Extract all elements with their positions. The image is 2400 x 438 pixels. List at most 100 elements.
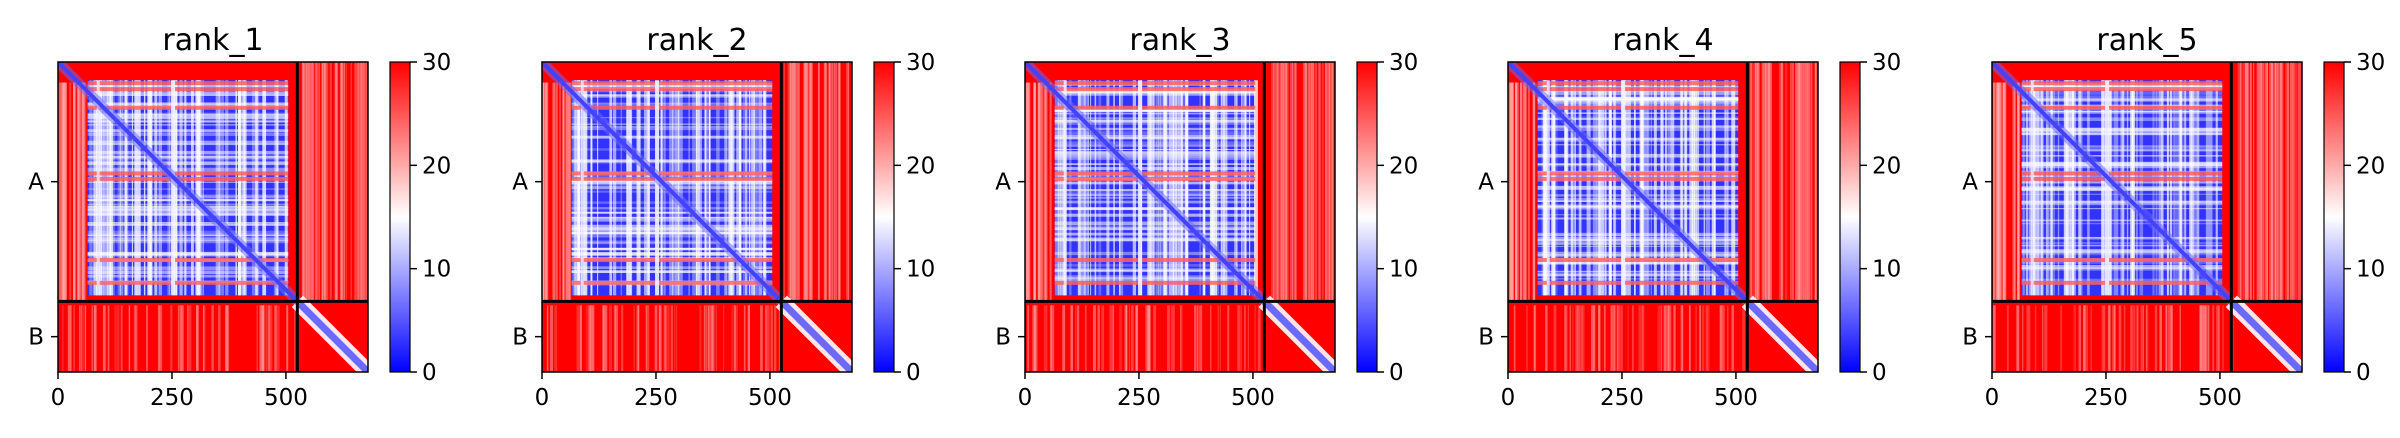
stripe-v — [1132, 80, 1136, 296]
block-b-a-streak — [659, 305, 661, 372]
block-b-a-streak — [614, 305, 618, 372]
stripe-h — [571, 148, 773, 151]
stripe-h — [87, 150, 289, 155]
stripe-h — [87, 102, 289, 106]
stripe-h — [1537, 261, 1739, 265]
block-b-a-streak — [1661, 305, 1663, 372]
block-b-a-streak — [2212, 305, 2214, 372]
block-a-b-streak — [1801, 62, 1805, 302]
block-a-b-streak — [1305, 62, 1308, 302]
axes-frame — [1991, 61, 2303, 373]
stripe-v — [98, 80, 103, 296]
frame-speckle — [565, 82, 568, 302]
block-b-a-streak — [1580, 305, 1583, 372]
stripe-h — [1537, 273, 1739, 277]
frame-speckle — [2013, 82, 2016, 302]
pae-panel-3: rank_3 0 250 500 A B 0 10 20 30 — [995, 23, 1418, 411]
block-b-a-streak — [654, 305, 658, 372]
block-b-a-streak — [2216, 305, 2219, 372]
block-b-a-streak — [1043, 305, 1047, 372]
block-a-b-streak — [324, 62, 327, 302]
block-a-b-streak — [836, 62, 838, 302]
block-b-a-streak — [1109, 305, 1112, 372]
frame-speckle — [74, 82, 77, 302]
stripe-v — [1083, 80, 1087, 296]
block-b-a-streak — [274, 305, 277, 372]
block-b-a-streak — [613, 305, 616, 372]
block-b-a-streak — [1180, 305, 1182, 372]
block-b-a-streak — [1049, 305, 1053, 372]
block-a-b-streak — [311, 62, 315, 302]
stripe-h — [2021, 95, 2223, 100]
stripe-h — [87, 230, 289, 235]
block-b-a-streak — [1525, 305, 1529, 372]
stripe-h — [571, 207, 773, 210]
band-h — [1054, 171, 1256, 176]
block-a-b-streak — [2257, 62, 2260, 302]
stripe-h — [87, 143, 289, 145]
block-b-a-streak — [1180, 305, 1183, 372]
block-a-b-streak — [359, 62, 362, 302]
heatmap-4 — [1508, 62, 1818, 372]
band-h — [571, 280, 773, 285]
block-b-a-streak — [1705, 305, 1708, 372]
stripe-h — [2021, 145, 2223, 148]
colorbar-tick-label: 30 — [1872, 50, 1901, 76]
block-b-a-streak — [1699, 305, 1701, 372]
block-a-b-streak — [361, 62, 364, 302]
block-b-a-streak — [1145, 305, 1148, 372]
y-tick-label: A — [995, 170, 1011, 196]
stripe-h — [1537, 254, 1739, 258]
block-a-b-streak — [345, 62, 348, 302]
block-b-a-streak — [2142, 305, 2144, 372]
frame-speckle — [69, 82, 72, 302]
block-b-a-streak — [1147, 305, 1151, 372]
block-b-a-streak — [2060, 305, 2063, 372]
y-tick-label: B — [1478, 325, 1494, 351]
block-b-a-streak — [73, 305, 75, 372]
stripe-h — [571, 270, 773, 273]
block-a-b-streak — [2240, 62, 2243, 302]
block-b-a-streak — [2090, 305, 2093, 372]
block-b-a-streak — [1673, 305, 1676, 372]
panel-title: rank_2 — [646, 23, 747, 58]
stripe-h — [2021, 132, 2223, 135]
block-a-b-streak — [795, 62, 798, 302]
stripe-v — [215, 80, 219, 296]
block-b-a-streak — [734, 305, 737, 372]
stripe-h — [2021, 237, 2223, 240]
frame-speckle — [1997, 82, 2000, 302]
block-b-a-streak — [114, 305, 117, 372]
x-tick-label: 250 — [634, 385, 678, 411]
stripe-h — [1054, 263, 1256, 267]
stripe-h — [2021, 278, 2223, 282]
stripe-h — [2021, 98, 2223, 101]
block-a-b-streak — [341, 62, 343, 302]
stripe-v — [1060, 80, 1065, 296]
block-a-b-streak — [1315, 62, 1317, 302]
stripe-v — [1057, 80, 1062, 296]
colorbar-tick-label: 0 — [906, 360, 921, 386]
block-a-b-streak — [838, 62, 841, 302]
stripe-h — [2021, 117, 2223, 122]
block-b-a-streak — [1168, 305, 1171, 372]
diagonal-b — [1744, 298, 1818, 372]
block-b-a-streak — [1198, 305, 1200, 372]
colorbar-tick-label: 10 — [906, 257, 935, 283]
block-a-b-streak — [1768, 62, 1772, 302]
stripe-v — [235, 80, 237, 296]
block-b-a-streak — [621, 305, 624, 372]
stripe-h — [1537, 254, 1739, 257]
block-a-b-streak — [1289, 62, 1292, 302]
block-a-b-streak — [1754, 62, 1758, 302]
stripe-h — [87, 117, 289, 120]
stripe-h — [571, 181, 773, 185]
pae-panel-5: rank_5 0 250 500 A B 0 10 20 30 — [1962, 23, 2385, 411]
stripe-v-major — [655, 80, 660, 296]
block-b-a-streak — [1051, 305, 1055, 372]
band-h — [571, 258, 773, 263]
block-b-a-streak — [1598, 305, 1601, 372]
stripe-h — [2021, 128, 2223, 130]
stripe-v — [93, 80, 95, 296]
stripe-v — [262, 80, 267, 296]
